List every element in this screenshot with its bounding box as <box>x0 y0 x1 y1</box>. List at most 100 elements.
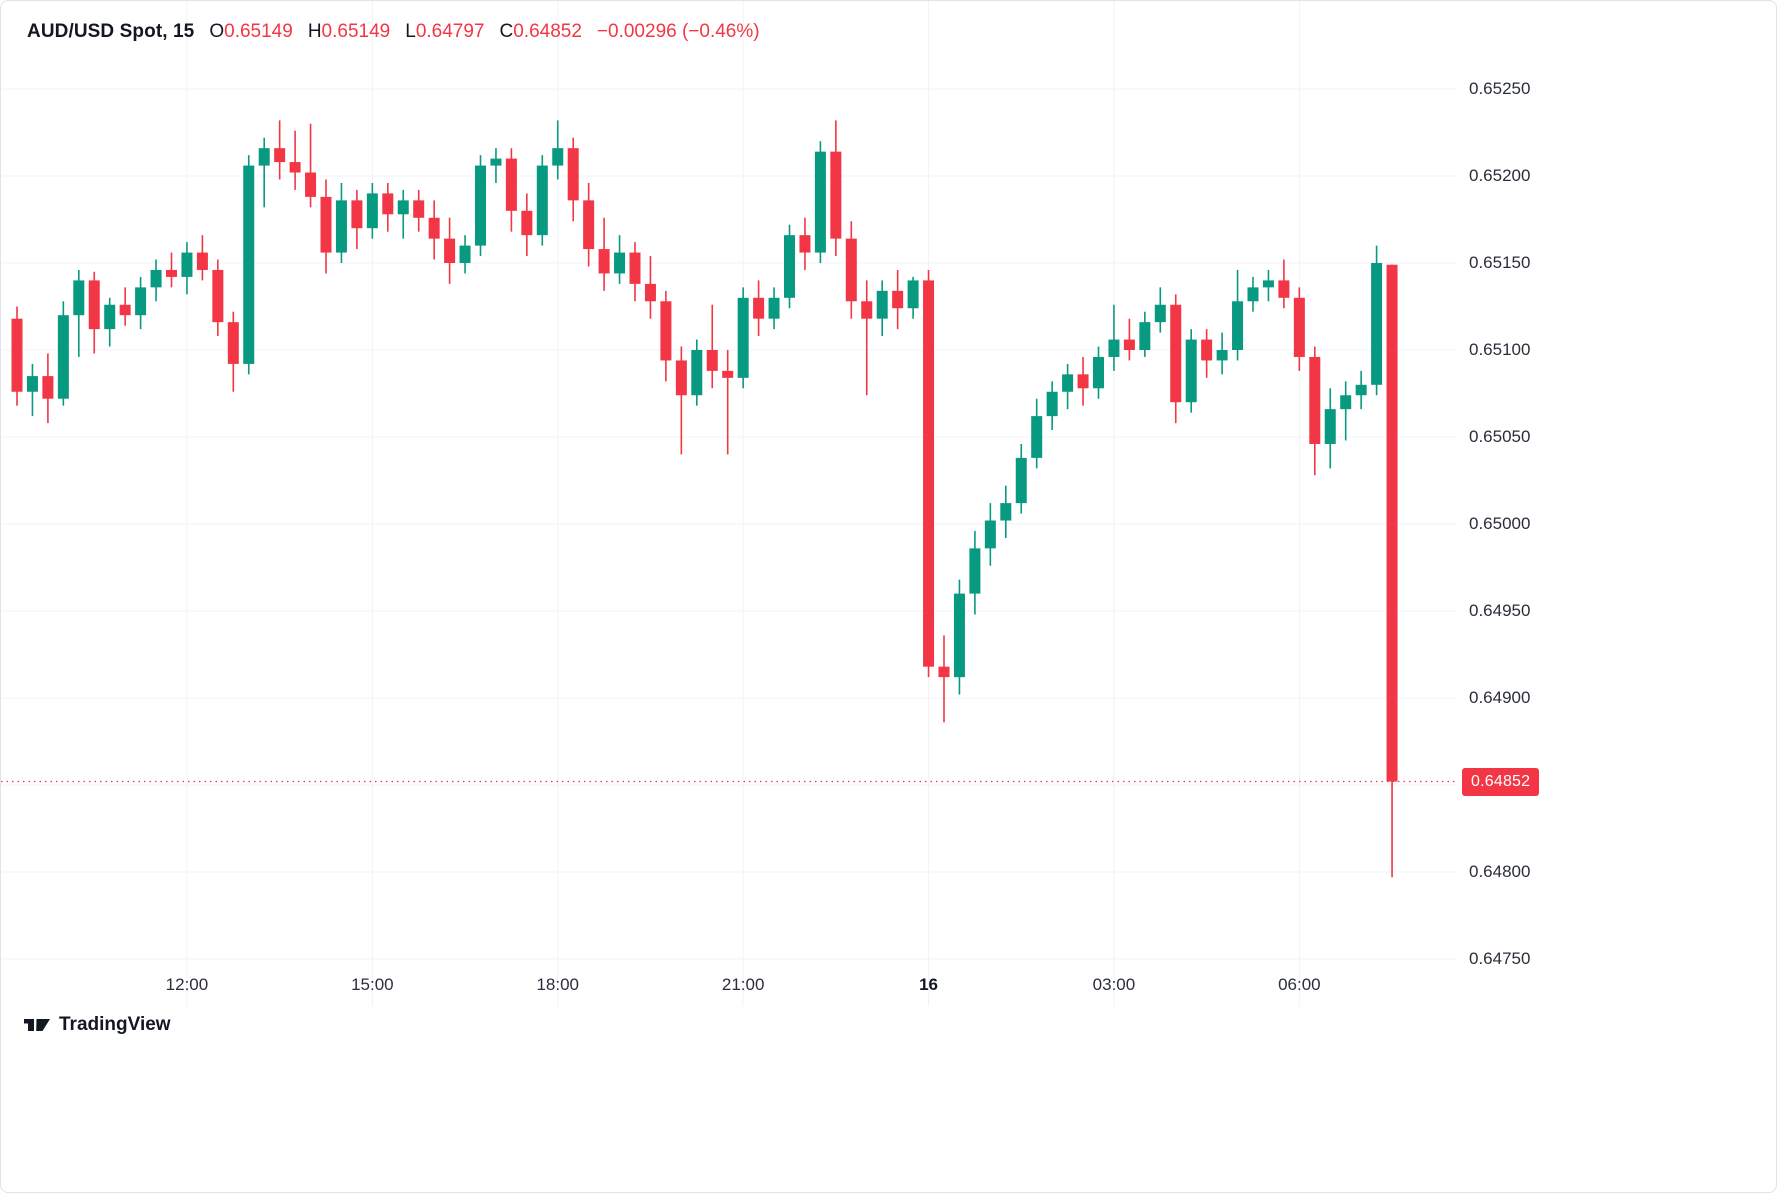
candle-body <box>1093 356 1104 389</box>
candle <box>722 350 734 455</box>
candle <box>320 179 332 274</box>
candle <box>923 269 935 678</box>
candle-body <box>1000 503 1012 521</box>
candle <box>614 235 626 284</box>
candle <box>1139 311 1151 357</box>
candle-body <box>583 200 595 250</box>
time-tick-label: 18:00 <box>536 975 580 994</box>
candle <box>212 259 224 337</box>
candle <box>397 189 409 239</box>
candle <box>1170 294 1182 424</box>
candle-body <box>675 360 687 396</box>
candle-body <box>1015 457 1027 504</box>
candle-body <box>73 280 85 316</box>
candle-body <box>845 238 857 302</box>
candle <box>660 290 672 382</box>
candle-body <box>335 200 347 253</box>
candle <box>1247 276 1259 312</box>
candle-body <box>907 280 919 309</box>
last-price-label: 0.64852 <box>1471 772 1531 790</box>
candle <box>42 353 54 424</box>
candle <box>475 155 486 257</box>
time-axis[interactable]: 12:00 15:00 18:00 21:00 16 03:00 06:00 <box>1 971 1456 1001</box>
candle <box>73 269 85 357</box>
candle <box>984 503 996 566</box>
candle <box>505 148 517 232</box>
candle-body <box>289 162 301 173</box>
candle <box>521 193 533 257</box>
ohlc-high: H0.65149 <box>307 21 391 42</box>
candlestick-plot[interactable] <box>1 1 1456 1006</box>
candle-body <box>305 172 317 197</box>
candle-body <box>135 287 147 316</box>
candle <box>243 155 255 375</box>
candle-body <box>181 252 193 277</box>
candle-body <box>119 304 131 316</box>
candle-body <box>42 376 54 399</box>
candle <box>335 182 347 263</box>
price-axis[interactable]: 0.65250 0.65200 0.65150 0.65100 0.65050 0.650… <box>1456 1 1776 1006</box>
candle-body <box>413 200 425 218</box>
time-tick-label: 15:00 <box>351 975 394 994</box>
candle-body <box>984 520 996 549</box>
candle-body <box>88 280 100 330</box>
candle <box>1093 346 1104 399</box>
price-tick-label: 0.65200 <box>1469 166 1531 185</box>
candle <box>830 120 842 257</box>
candle-body <box>1185 339 1197 403</box>
candle-body <box>1293 297 1305 357</box>
candle-body <box>227 322 239 364</box>
candle <box>1123 318 1135 361</box>
candle <box>1262 269 1274 302</box>
price-tick-label: 0.65250 <box>1469 79 1531 98</box>
candle-body <box>706 350 718 371</box>
chart-legend: AUD/USD Spot, 15 O0.65149 H0.65149 L0.64… <box>27 21 760 43</box>
candle <box>289 130 301 190</box>
candle <box>1386 264 1398 878</box>
candle-body <box>1309 356 1321 444</box>
candle <box>490 148 502 183</box>
candle <box>583 182 595 267</box>
candle <box>1108 304 1120 371</box>
candle-body <box>629 252 641 284</box>
symbol-title[interactable]: AUD/USD Spot, 15 <box>27 21 195 42</box>
candle <box>258 137 270 208</box>
candle-body <box>938 666 950 678</box>
candle-body <box>26 376 38 392</box>
candle-body <box>459 245 471 263</box>
candle-body <box>1216 350 1228 361</box>
brand-name[interactable]: TradingView <box>59 1014 171 1035</box>
candle-body <box>258 148 270 166</box>
time-tick-label: 03:00 <box>1092 975 1136 994</box>
candle <box>1185 329 1197 413</box>
candle-body <box>1031 416 1043 458</box>
candle-body <box>536 165 548 236</box>
candle <box>1154 287 1166 333</box>
candle <box>814 141 826 263</box>
candle-body <box>799 235 811 253</box>
candle <box>953 579 965 695</box>
candle <box>1031 398 1043 469</box>
candle-body <box>196 252 208 270</box>
ohlc-close: C0.64852 <box>499 21 582 42</box>
candle <box>644 256 656 319</box>
candle-body <box>1278 280 1290 298</box>
candle-body <box>320 196 332 253</box>
candle <box>305 123 317 208</box>
tradingview-logo-icon[interactable] <box>23 1013 51 1037</box>
candle-body <box>366 193 378 229</box>
candle-body <box>1123 339 1135 350</box>
candle <box>382 182 394 232</box>
candle <box>598 217 610 291</box>
time-tick-label: 06:00 <box>1278 975 1321 994</box>
candle <box>1278 259 1290 309</box>
candle <box>629 242 641 302</box>
candle <box>768 287 780 330</box>
candle <box>1355 370 1367 410</box>
candle <box>861 280 873 396</box>
candle <box>166 252 177 288</box>
candle-body <box>814 151 826 253</box>
candle <box>1340 381 1352 441</box>
candle-body <box>784 235 795 298</box>
candle-body <box>166 269 177 277</box>
